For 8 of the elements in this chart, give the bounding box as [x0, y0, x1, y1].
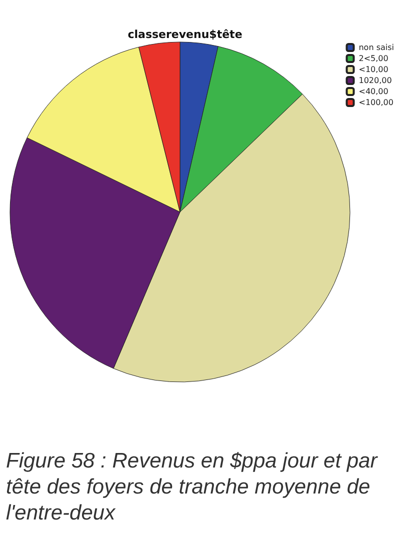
legend-label: 2<5,00 — [358, 54, 388, 63]
legend-label: <100,00 — [358, 98, 394, 107]
caption: Figure 58 : Revenus en $ppa jour et par tête des foyers de tranche moyenne de l'entre-deux — [6, 450, 384, 524]
legend-label: non saisi — [358, 43, 394, 52]
legend-label: <10,00 — [358, 65, 388, 74]
legend-label: <40,00 — [358, 87, 388, 96]
chart-title: classerevenu$tête — [128, 28, 242, 41]
legend-label: 1020,00 — [358, 76, 392, 85]
